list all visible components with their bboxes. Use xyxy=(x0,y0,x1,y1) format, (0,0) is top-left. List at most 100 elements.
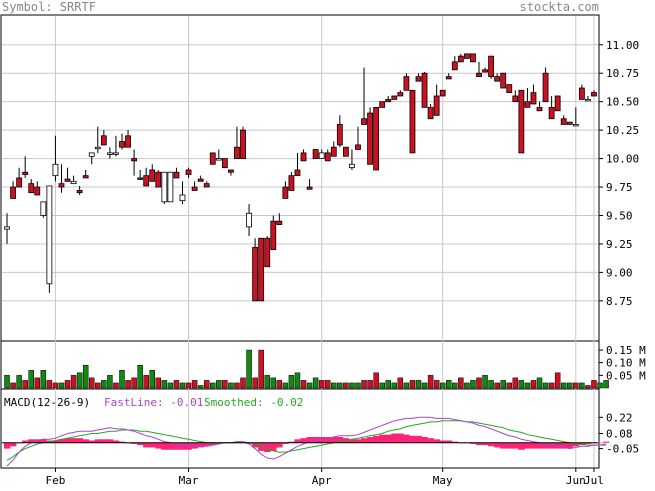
candle-body xyxy=(64,178,71,182)
volume-bar xyxy=(210,382,216,389)
macd-histogram-bar xyxy=(572,442,580,447)
candle-body xyxy=(282,186,289,199)
macd-histogram-bar xyxy=(409,435,416,443)
macd-histogram-bar xyxy=(312,437,319,443)
volume-bar xyxy=(591,380,597,389)
volume-bar xyxy=(137,364,143,389)
macd-histogram-bar xyxy=(361,438,368,443)
candle-body xyxy=(52,163,59,177)
macd-histogram-bar xyxy=(191,442,198,449)
macd-histogram-bar xyxy=(445,440,453,443)
candle-body xyxy=(373,106,380,171)
candle-body xyxy=(421,72,428,108)
volume-bar xyxy=(228,382,234,389)
volume-bar xyxy=(300,380,307,389)
volume-bar xyxy=(58,382,65,389)
volume-bar xyxy=(536,377,543,389)
candle-body xyxy=(470,53,476,63)
price-tick-label: 11.00 xyxy=(606,39,639,52)
candle-body xyxy=(591,92,597,97)
macd-histogram-bar xyxy=(288,441,295,443)
candle-body xyxy=(113,152,119,155)
macd-histogram-bar xyxy=(348,439,356,443)
volume-bar xyxy=(306,382,313,389)
volume-bar xyxy=(482,375,488,389)
macd-histogram-bar xyxy=(536,442,543,449)
macd-histogram-bar xyxy=(488,442,495,447)
volume-bar xyxy=(16,375,22,389)
candle-body xyxy=(16,177,23,188)
volume-bar xyxy=(258,349,264,389)
volume-bar xyxy=(294,372,301,389)
candle-body xyxy=(125,135,131,148)
volume-bar xyxy=(82,364,89,389)
volume-bar xyxy=(113,382,119,389)
volume-bar xyxy=(597,382,603,389)
price-axis: 11.00 10.75 10.50 10.25 10.00 9.75 9.50 9.25 9.0… xyxy=(599,39,639,308)
macd-histogram-bar xyxy=(137,442,144,446)
volume-bar xyxy=(458,377,464,389)
volume-bar xyxy=(70,375,77,389)
candle-body xyxy=(391,95,398,100)
candle-body xyxy=(228,169,234,173)
macd-histogram-bar xyxy=(143,442,150,448)
macd-histogram-bar xyxy=(118,441,126,443)
candle-body xyxy=(433,95,440,116)
macd-histogram-bar xyxy=(173,442,180,450)
macd-histogram-bar xyxy=(64,438,71,443)
volume-tick-label: 0.15 M xyxy=(606,344,646,357)
volume-bar xyxy=(28,370,34,389)
macd-histogram-bar xyxy=(373,435,380,443)
volume-bar xyxy=(324,380,331,389)
candle-body xyxy=(161,171,168,203)
macd-panel xyxy=(0,388,600,469)
macd-histogram-bar xyxy=(155,442,162,449)
volume-bar xyxy=(10,382,16,389)
candle-body xyxy=(342,146,349,157)
volume-bar xyxy=(101,380,107,389)
volume-bar xyxy=(518,380,525,389)
macd-histogram-bar xyxy=(524,442,531,449)
volume-bar xyxy=(391,382,398,389)
candle-body xyxy=(300,152,307,162)
price-tick-label: 9.50 xyxy=(606,209,633,222)
candle-body xyxy=(294,169,301,177)
volume-bar xyxy=(52,382,59,389)
candle-body xyxy=(445,76,452,80)
macd-histogram-bar xyxy=(421,437,428,443)
volume-bar xyxy=(312,377,319,389)
candle-body xyxy=(4,226,10,230)
month-label: Jul xyxy=(584,474,604,486)
volume-bar xyxy=(488,380,494,389)
candle-body xyxy=(28,183,35,194)
volume-bar xyxy=(530,380,537,389)
candle-body xyxy=(252,246,259,302)
macd-histogram-bar xyxy=(385,434,392,443)
macd-histogram-bar xyxy=(4,442,11,449)
volume-bar xyxy=(76,372,83,389)
macd-histogram-bar xyxy=(276,442,283,448)
candle-body xyxy=(536,106,543,112)
candle-body xyxy=(578,87,585,100)
candle-body xyxy=(240,129,246,159)
candle-body xyxy=(367,112,373,165)
macd-histogram-bar xyxy=(500,442,507,449)
candle-body xyxy=(185,169,192,175)
volume-bar xyxy=(415,380,422,389)
candle-body xyxy=(10,186,16,199)
volume-bar xyxy=(46,380,53,389)
macd-histogram-bar xyxy=(397,433,404,443)
volume-bar xyxy=(149,370,155,389)
macd-histogram-bar xyxy=(482,442,489,446)
volume-bar xyxy=(167,382,174,389)
candle-body xyxy=(40,201,47,216)
volume-bar xyxy=(191,380,198,389)
volume-bar xyxy=(40,370,47,389)
macd-histogram-bar xyxy=(512,442,519,449)
grid-lines xyxy=(2,16,598,467)
volume-bar xyxy=(603,380,609,389)
macd-histogram-bar xyxy=(336,437,344,443)
macd-histogram-bar xyxy=(566,442,574,449)
macd-histogram-bar xyxy=(415,435,422,443)
macd-histogram-bar xyxy=(597,442,604,444)
